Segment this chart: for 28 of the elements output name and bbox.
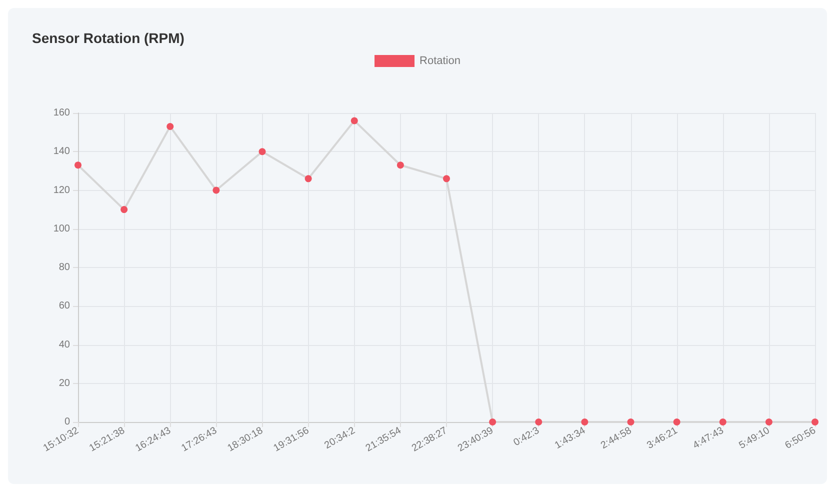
point — [812, 418, 818, 426]
point — [673, 418, 680, 426]
point — [304, 175, 312, 182]
y-tick-label: 0 — [64, 416, 70, 428]
point — [719, 418, 726, 426]
chart-title: Sensor Rotation (RPM) — [32, 30, 184, 46]
point — [627, 418, 634, 426]
legend-label: Rotation — [420, 55, 460, 67]
y-tick-label: 40 — [58, 339, 70, 350]
point — [350, 117, 358, 124]
point — [443, 175, 450, 182]
y-tick-label: 60 — [58, 300, 70, 312]
y-tick-label: 160 — [53, 108, 70, 118]
point — [535, 418, 542, 426]
point — [212, 186, 220, 194]
point — [166, 123, 174, 130]
y-tick-label: 80 — [58, 262, 70, 273]
point — [74, 162, 82, 169]
point — [581, 418, 588, 426]
y-tick-label: 100 — [53, 223, 70, 234]
y-tick-label: 120 — [53, 184, 70, 196]
y-tick-label: 20 — [58, 378, 70, 389]
y-tick-label: 140 — [53, 146, 70, 158]
point — [258, 148, 266, 156]
point — [765, 418, 772, 426]
point — [396, 162, 404, 169]
point — [489, 418, 496, 426]
point — [120, 206, 128, 214]
